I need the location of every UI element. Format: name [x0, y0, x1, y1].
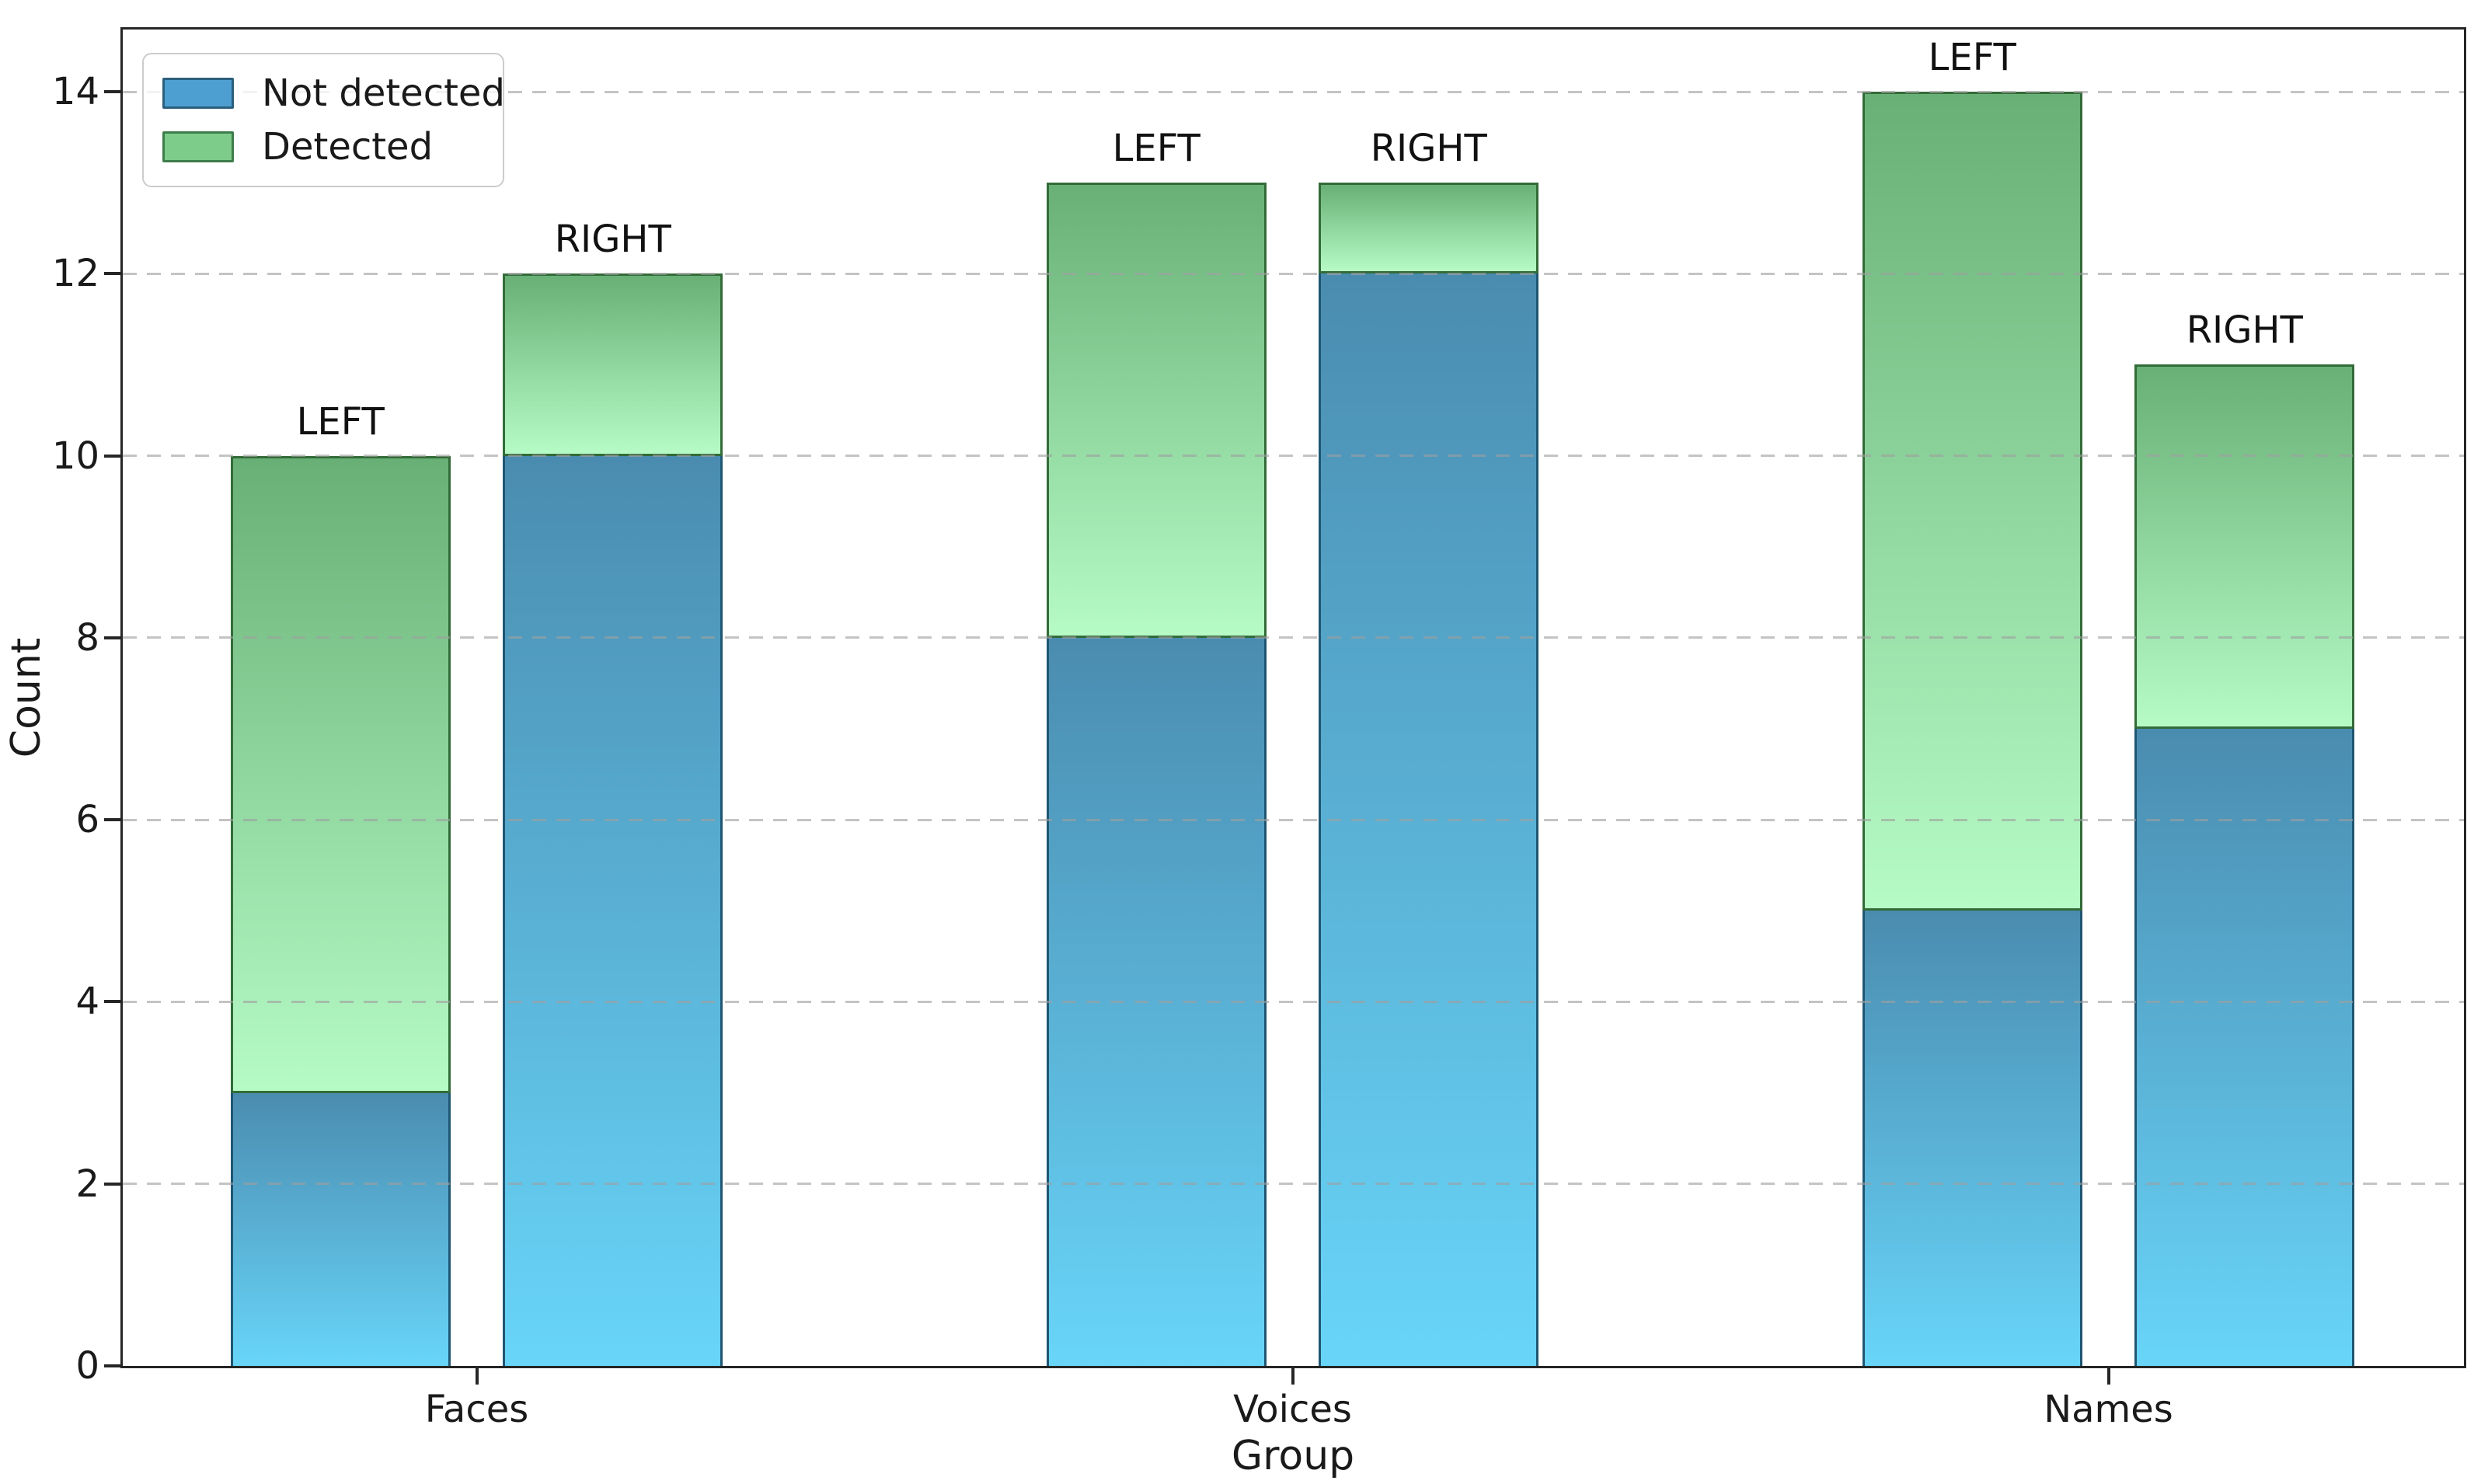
- bar-segment-detected: [1319, 183, 1539, 274]
- bar-segment-not-detected: [503, 455, 723, 1366]
- y-tick-mark: [104, 90, 123, 93]
- y-tick-label: 0: [75, 1344, 99, 1388]
- x-tick-mark: [2106, 1366, 2110, 1385]
- bar-segment-not-detected: [1862, 911, 2082, 1366]
- gridline: [123, 455, 2464, 458]
- y-tick-mark: [104, 636, 123, 639]
- x-tick-mark: [475, 1366, 479, 1385]
- y-tick-label: 14: [51, 70, 99, 113]
- bar-side-label: LEFT: [296, 399, 385, 444]
- bar-segment-not-detected: [230, 1092, 451, 1366]
- gridline: [123, 636, 2464, 639]
- gridline: [123, 272, 2464, 275]
- legend: Not detected Detected: [142, 53, 505, 187]
- gridline: [123, 90, 2464, 93]
- y-tick-label: 4: [75, 980, 99, 1024]
- y-tick-mark: [104, 1364, 123, 1367]
- y-tick-label: 8: [75, 615, 99, 660]
- legend-item-not-detected: Not detected: [162, 73, 505, 113]
- y-tick-label: 10: [51, 434, 99, 478]
- y-tick-label: 6: [75, 798, 99, 842]
- y-tick-mark: [104, 1182, 123, 1186]
- y-tick-label: 2: [75, 1162, 99, 1206]
- gridline: [123, 1000, 2464, 1003]
- bar-segment-detected: [1046, 183, 1267, 638]
- y-tick-mark: [104, 818, 123, 822]
- bar-segment-not-detected: [2134, 729, 2355, 1366]
- legend-label: Not detected: [262, 71, 505, 116]
- bar-side-label: LEFT: [1928, 36, 2016, 79]
- bar-segment-detected: [230, 455, 451, 1093]
- x-axis-title: Group: [1231, 1433, 1355, 1479]
- y-tick-mark: [104, 1000, 123, 1004]
- bar-side-label: LEFT: [1112, 127, 1200, 171]
- bar-segment-detected: [1862, 92, 2082, 911]
- x-tick-mark: [1291, 1366, 1295, 1385]
- plot-area: Not detected Detected LEFT RIGHT LEFT RIGHT…: [123, 30, 2464, 1366]
- detected-swatch-icon: [162, 131, 234, 162]
- bar-side-label: RIGHT: [2186, 308, 2303, 353]
- not-detected-swatch-icon: [162, 78, 234, 110]
- y-tick-mark: [104, 454, 123, 458]
- gridline: [123, 818, 2464, 821]
- y-tick-mark: [104, 272, 123, 276]
- y-tick-label: 12: [51, 252, 99, 296]
- y-axis-title: Count: [3, 637, 50, 758]
- x-tick-label: Faces: [424, 1388, 529, 1431]
- legend-label: Detected: [262, 124, 434, 169]
- bar-side-label: RIGHT: [1370, 127, 1487, 171]
- gridline: [123, 1183, 2464, 1186]
- bar-segment-detected: [2134, 364, 2355, 729]
- x-tick-label: Voices: [1233, 1388, 1352, 1431]
- x-tick-label: Names: [2044, 1388, 2173, 1431]
- bar-segment-detected: [503, 273, 723, 456]
- legend-item-detected: Detected: [162, 127, 484, 167]
- bar-side-label: RIGHT: [554, 218, 671, 262]
